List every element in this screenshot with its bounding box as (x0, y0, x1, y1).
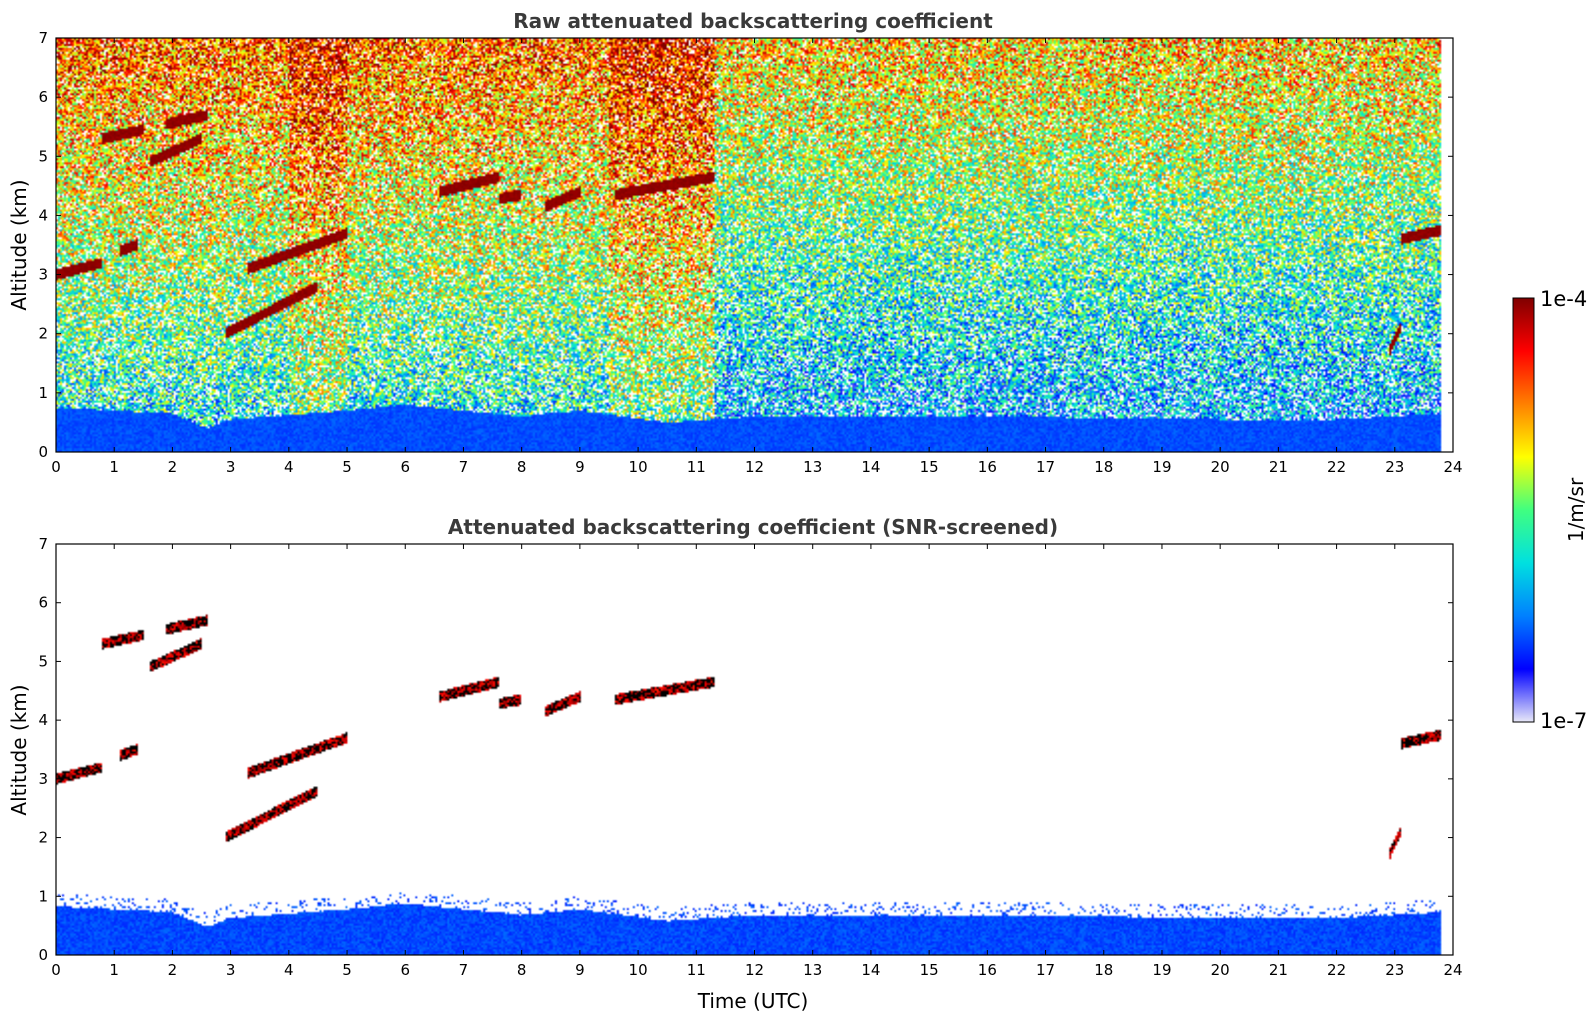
x-tick-label: 21 (1269, 458, 1288, 476)
y-tick-label: 1 (38, 887, 48, 905)
x-tick-label: 15 (920, 961, 939, 979)
y-tick-label: 3 (38, 770, 48, 788)
y-tick-label: 2 (38, 325, 48, 343)
y-tick-label: 5 (38, 147, 48, 165)
x-tick-label: 18 (1094, 961, 1113, 979)
x-tick-label: 23 (1385, 458, 1404, 476)
x-tick-label: 10 (629, 458, 648, 476)
y-tick-label: 0 (38, 443, 48, 461)
x-tick-label: 14 (861, 961, 880, 979)
x-tick-label: 8 (517, 458, 527, 476)
x-tick-label: 24 (1443, 961, 1462, 979)
x-tick-label: 22 (1327, 458, 1346, 476)
x-tick-label: 9 (575, 458, 585, 476)
colorbar-unit-label: 1/m/sr (1564, 477, 1588, 542)
x-tick-label: 0 (51, 458, 61, 476)
x-tick-label: 3 (226, 961, 236, 979)
x-tick-label: 22 (1327, 961, 1346, 979)
panel-screened: Attenuated backscattering coefficient (S… (7, 515, 1463, 1013)
y-tick-label: 4 (38, 711, 48, 729)
y-tick-label: 1 (38, 384, 48, 402)
y-tick-label: 3 (38, 266, 48, 284)
panel-raw-title: Raw attenuated backscattering coefficien… (513, 9, 993, 33)
x-tick-label: 19 (1152, 458, 1171, 476)
y-tick-label: 2 (38, 829, 48, 847)
panel-raw-ticks: 0 1 2 3 4 5 6 7 8 9 10 11 12 13 14 15 16 17 18 19 20 21 22 23 24… (38, 29, 1462, 476)
panel-raw: Raw attenuated backscattering coefficien… (7, 9, 1463, 476)
x-tick-label: 5 (342, 458, 352, 476)
x-tick-label: 6 (400, 961, 410, 979)
x-tick-label: 3 (226, 458, 236, 476)
x-tick-label: 17 (1036, 458, 1055, 476)
x-tick-label: 0 (51, 961, 61, 979)
x-tick-label: 13 (803, 961, 822, 979)
x-tick-label: 1 (109, 458, 119, 476)
colorbar: 1e-4 1e-7 1/m/sr (1512, 287, 1588, 733)
x-tick-label: 16 (978, 458, 997, 476)
x-tick-label: 11 (687, 961, 706, 979)
x-tick-label: 2 (168, 458, 178, 476)
y-tick-label: 0 (38, 946, 48, 964)
x-tick-label: 16 (978, 961, 997, 979)
x-tick-label: 15 (920, 458, 939, 476)
x-tick-label: 4 (284, 961, 294, 979)
x-tick-label: 24 (1443, 458, 1462, 476)
panel-raw-ylabel: Altitude (km) (7, 179, 31, 310)
x-tick-label: 20 (1211, 458, 1230, 476)
x-tick-label: 1 (109, 961, 119, 979)
x-tick-label: 12 (745, 961, 764, 979)
panel-screened-xlabel: Time (UTC) (697, 989, 809, 1013)
y-tick-label: 5 (38, 652, 48, 670)
y-tick-label: 4 (38, 206, 48, 224)
x-tick-label: 21 (1269, 961, 1288, 979)
colorbar-min-label: 1e-7 (1540, 709, 1587, 733)
y-tick-label: 7 (38, 535, 48, 553)
x-tick-label: 23 (1385, 961, 1404, 979)
x-tick-label: 13 (803, 458, 822, 476)
x-tick-label: 4 (284, 458, 294, 476)
x-tick-label: 8 (517, 961, 527, 979)
colorbar-scale (1512, 297, 1535, 723)
x-tick-label: 6 (400, 458, 410, 476)
x-tick-label: 11 (687, 458, 706, 476)
x-tick-label: 19 (1152, 961, 1171, 979)
y-tick-label: 6 (38, 594, 48, 612)
x-tick-label: 7 (459, 458, 469, 476)
x-tick-label: 20 (1211, 961, 1230, 979)
y-tick-label: 6 (38, 88, 48, 106)
x-tick-label: 12 (745, 458, 764, 476)
panel-screened-ylabel: Altitude (km) (7, 684, 31, 815)
panel-screened-title: Attenuated backscattering coefficient (S… (448, 515, 1058, 539)
y-tick-label: 7 (38, 29, 48, 47)
x-tick-label: 17 (1036, 961, 1055, 979)
x-tick-label: 18 (1094, 458, 1113, 476)
x-tick-label: 14 (861, 458, 880, 476)
x-tick-label: 10 (629, 961, 648, 979)
x-tick-label: 5 (342, 961, 352, 979)
panel-screened-ticks: 0 1 2 3 4 5 6 7 8 9 10 11 12 13 14 15 16 17 18 19 20 21 22 23 24… (38, 535, 1462, 979)
x-tick-label: 2 (168, 961, 178, 979)
colorbar-max-label: 1e-4 (1540, 287, 1587, 311)
x-tick-label: 7 (459, 961, 469, 979)
x-tick-label: 9 (575, 961, 585, 979)
raw-backscatter-heatmap (56, 38, 1453, 452)
screened-backscatter-heatmap (56, 544, 1453, 955)
